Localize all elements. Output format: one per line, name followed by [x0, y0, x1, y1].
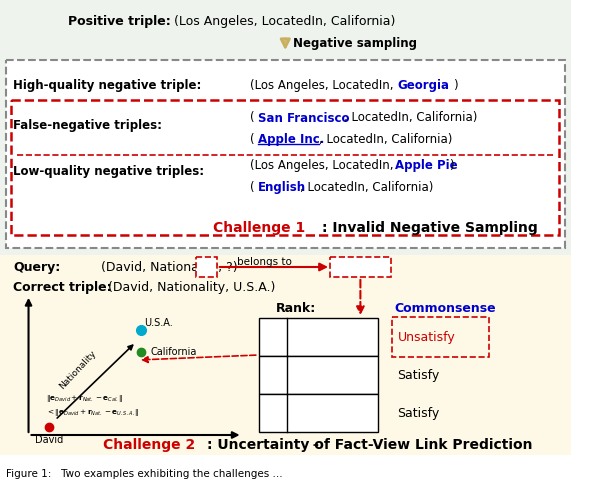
Text: (David, Nationality, ?): (David, Nationality, ?) — [101, 262, 238, 275]
Text: Challenge 1: Challenge 1 — [213, 221, 305, 235]
Bar — [259, 356, 379, 394]
Text: (Los Angeles, LocatedIn, California): (Los Angeles, LocatedIn, California) — [174, 16, 395, 29]
Text: San Francisco: San Francisco — [257, 112, 349, 124]
Text: Apple Pie: Apple Pie — [395, 158, 457, 172]
Text: , LocatedIn, California): , LocatedIn, California) — [301, 182, 434, 194]
Text: (Los Angeles, LocatedIn,: (Los Angeles, LocatedIn, — [250, 158, 397, 172]
Text: English: English — [257, 182, 306, 194]
Text: Figure 1:   Two examples exhibiting the challenges ...: Figure 1: Two examples exhibiting the ch… — [6, 469, 283, 479]
Text: Negative sampling: Negative sampling — [293, 37, 417, 51]
Text: , LocatedIn, California): , LocatedIn, California) — [319, 133, 452, 147]
Text: : Uncertainty of Fact-View Link Prediction: : Uncertainty of Fact-View Link Predicti… — [207, 438, 533, 452]
Text: ): ) — [449, 158, 454, 172]
Text: Low-quality negative triples:: Low-quality negative triples: — [13, 165, 205, 179]
Bar — [0, 455, 571, 492]
Bar — [259, 318, 379, 356]
Text: U.S.A.: U.S.A. — [145, 318, 173, 328]
Text: ): ) — [452, 79, 457, 92]
Text: False-negative triples:: False-negative triples: — [13, 119, 163, 131]
Text: Correct triple:: Correct triple: — [13, 281, 112, 295]
Text: Canada: Canada — [309, 406, 357, 420]
Text: Georgia: Georgia — [397, 79, 449, 92]
Text: (Los Angeles, LocatedIn,: (Los Angeles, LocatedIn, — [250, 79, 397, 92]
Text: Satisfy: Satisfy — [397, 369, 440, 381]
Text: 1: 1 — [269, 331, 277, 343]
Text: (: ( — [250, 112, 255, 124]
FancyBboxPatch shape — [6, 60, 565, 248]
Text: California: California — [150, 347, 197, 357]
Text: Positive triple:: Positive triple: — [68, 16, 171, 29]
FancyBboxPatch shape — [330, 257, 391, 277]
Text: Rank:: Rank: — [276, 302, 316, 314]
Bar — [0, 255, 571, 455]
Text: $<\|\mathbf{e}_{David}+\mathbf{r}_{Nat.}-\mathbf{e}_{U.S.A.}\|$: $<\|\mathbf{e}_{David}+\mathbf{r}_{Nat.}… — [46, 407, 139, 419]
Text: High-quality negative triple:: High-quality negative triple: — [13, 79, 202, 92]
Text: ?: ? — [203, 260, 209, 274]
Text: Query:: Query: — [13, 262, 61, 275]
Text: Country: Country — [332, 260, 388, 274]
Text: belongs to: belongs to — [237, 257, 292, 267]
Bar — [0, 0, 571, 255]
Text: U.S.A.: U.S.A. — [314, 369, 352, 381]
Text: 2: 2 — [269, 369, 277, 381]
Text: ...: ... — [312, 435, 325, 449]
Text: : Invalid Negative Sampling: : Invalid Negative Sampling — [322, 221, 538, 235]
Bar — [259, 394, 379, 432]
FancyBboxPatch shape — [11, 100, 559, 235]
Text: Unsatisfy: Unsatisfy — [397, 331, 455, 343]
Text: California: California — [303, 331, 362, 343]
Text: (: ( — [250, 133, 255, 147]
Text: , LocatedIn, California): , LocatedIn, California) — [344, 112, 478, 124]
Text: Apple Inc.: Apple Inc. — [257, 133, 324, 147]
Text: Nationality: Nationality — [58, 349, 98, 391]
Text: $\|\mathbf{e}_{David}+\mathbf{r}_{Nat.}-\mathbf{e}_{Cal.}\|$: $\|\mathbf{e}_{David}+\mathbf{r}_{Nat.}-… — [46, 393, 123, 403]
Text: David: David — [35, 435, 64, 445]
Text: 3: 3 — [269, 406, 277, 420]
FancyBboxPatch shape — [196, 257, 217, 277]
Text: (: ( — [250, 182, 255, 194]
Text: Commonsense: Commonsense — [395, 302, 496, 314]
Text: (David, Nationality, U.S.A.): (David, Nationality, U.S.A.) — [109, 281, 276, 295]
Text: Satisfy: Satisfy — [397, 406, 440, 420]
Text: Challenge 2: Challenge 2 — [103, 438, 195, 452]
